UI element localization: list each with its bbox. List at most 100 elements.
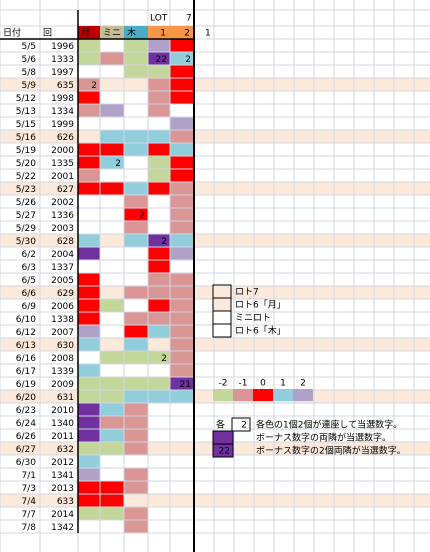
cell [78,156,100,169]
cell [78,338,100,351]
cell [148,39,170,52]
date: 7/4 [22,497,37,507]
cell [78,169,100,182]
scale-swatch [213,389,233,401]
cell [78,39,100,52]
cell [78,104,100,117]
cell [148,195,170,208]
date: 5/15 [16,120,36,130]
date: 6/3 [22,263,36,273]
cell [124,390,148,403]
legend-label: ロト6「木」 [235,325,286,337]
date: 6/10 [16,315,36,325]
cell [170,416,194,429]
round: 1997 [51,68,74,78]
extra-header: 1 [205,29,211,39]
note-box-value: 22 [219,447,230,457]
round: 2001 [51,172,74,182]
cell [100,325,124,338]
cell [148,260,170,273]
round: 630 [57,341,74,351]
date: 7/3 [22,484,36,494]
scale-swatch [273,389,293,401]
cell-value: 2 [161,354,167,364]
lot-label: LOT [150,14,168,24]
cell [148,52,170,65]
cell [124,403,148,416]
cell [148,481,170,494]
cell [100,234,124,247]
cell [124,195,148,208]
round: 1334 [51,107,74,117]
cell [100,208,124,221]
cell [124,117,148,130]
round: 628 [57,237,74,247]
cell [124,416,148,429]
date: 5/29 [16,224,36,234]
cell [148,143,170,156]
cell [100,39,124,52]
cell [170,130,194,143]
cell [78,416,100,429]
cell [124,273,148,286]
date: 6/20 [16,393,36,403]
scale-label: 1 [280,379,286,389]
legend-label: ロト6「月」 [235,300,286,311]
cell [78,325,100,338]
cell [148,117,170,130]
cell [148,416,170,429]
cell [100,182,124,195]
round: 2006 [51,302,74,312]
cell [148,494,170,507]
cell [78,65,100,78]
round: 2009 [51,380,74,390]
date: 5/5 [22,42,36,52]
cell [170,507,194,520]
cell [170,286,194,299]
round: 1340 [51,419,74,429]
note-key: 各 [216,419,225,431]
cell [124,481,148,494]
cell [78,390,100,403]
cell [100,338,124,351]
cell [100,403,124,416]
cell [100,156,124,169]
cell [170,273,194,286]
cell [124,208,148,221]
cell [170,143,194,156]
cell [124,351,148,364]
cell [78,442,100,455]
cell [124,130,148,143]
cell [100,130,124,143]
column-header: 日付 [3,28,21,39]
cell [148,91,170,104]
cell [100,364,124,377]
cell [170,377,194,390]
cell [170,65,194,78]
cell [124,182,148,195]
round: 1339 [51,367,74,377]
cell [170,234,194,247]
cell [148,364,170,377]
cell [170,39,194,52]
cell [170,481,194,494]
column-header: 月 [81,28,90,39]
cell [124,260,148,273]
date: 7/8 [22,523,37,533]
date: 6/5 [22,276,36,286]
cell [124,325,148,338]
cell [100,299,124,312]
cell [148,65,170,78]
cell [124,221,148,234]
date: 5/16 [16,133,36,143]
cell [78,468,100,481]
cell [100,455,124,468]
cell-value: 21 [180,380,191,390]
cell [170,442,194,455]
date: 5/12 [16,94,36,104]
round: 626 [57,133,74,143]
cell [78,312,100,325]
round: 1337 [51,263,74,273]
round: 2000 [51,146,74,156]
cell [148,273,170,286]
